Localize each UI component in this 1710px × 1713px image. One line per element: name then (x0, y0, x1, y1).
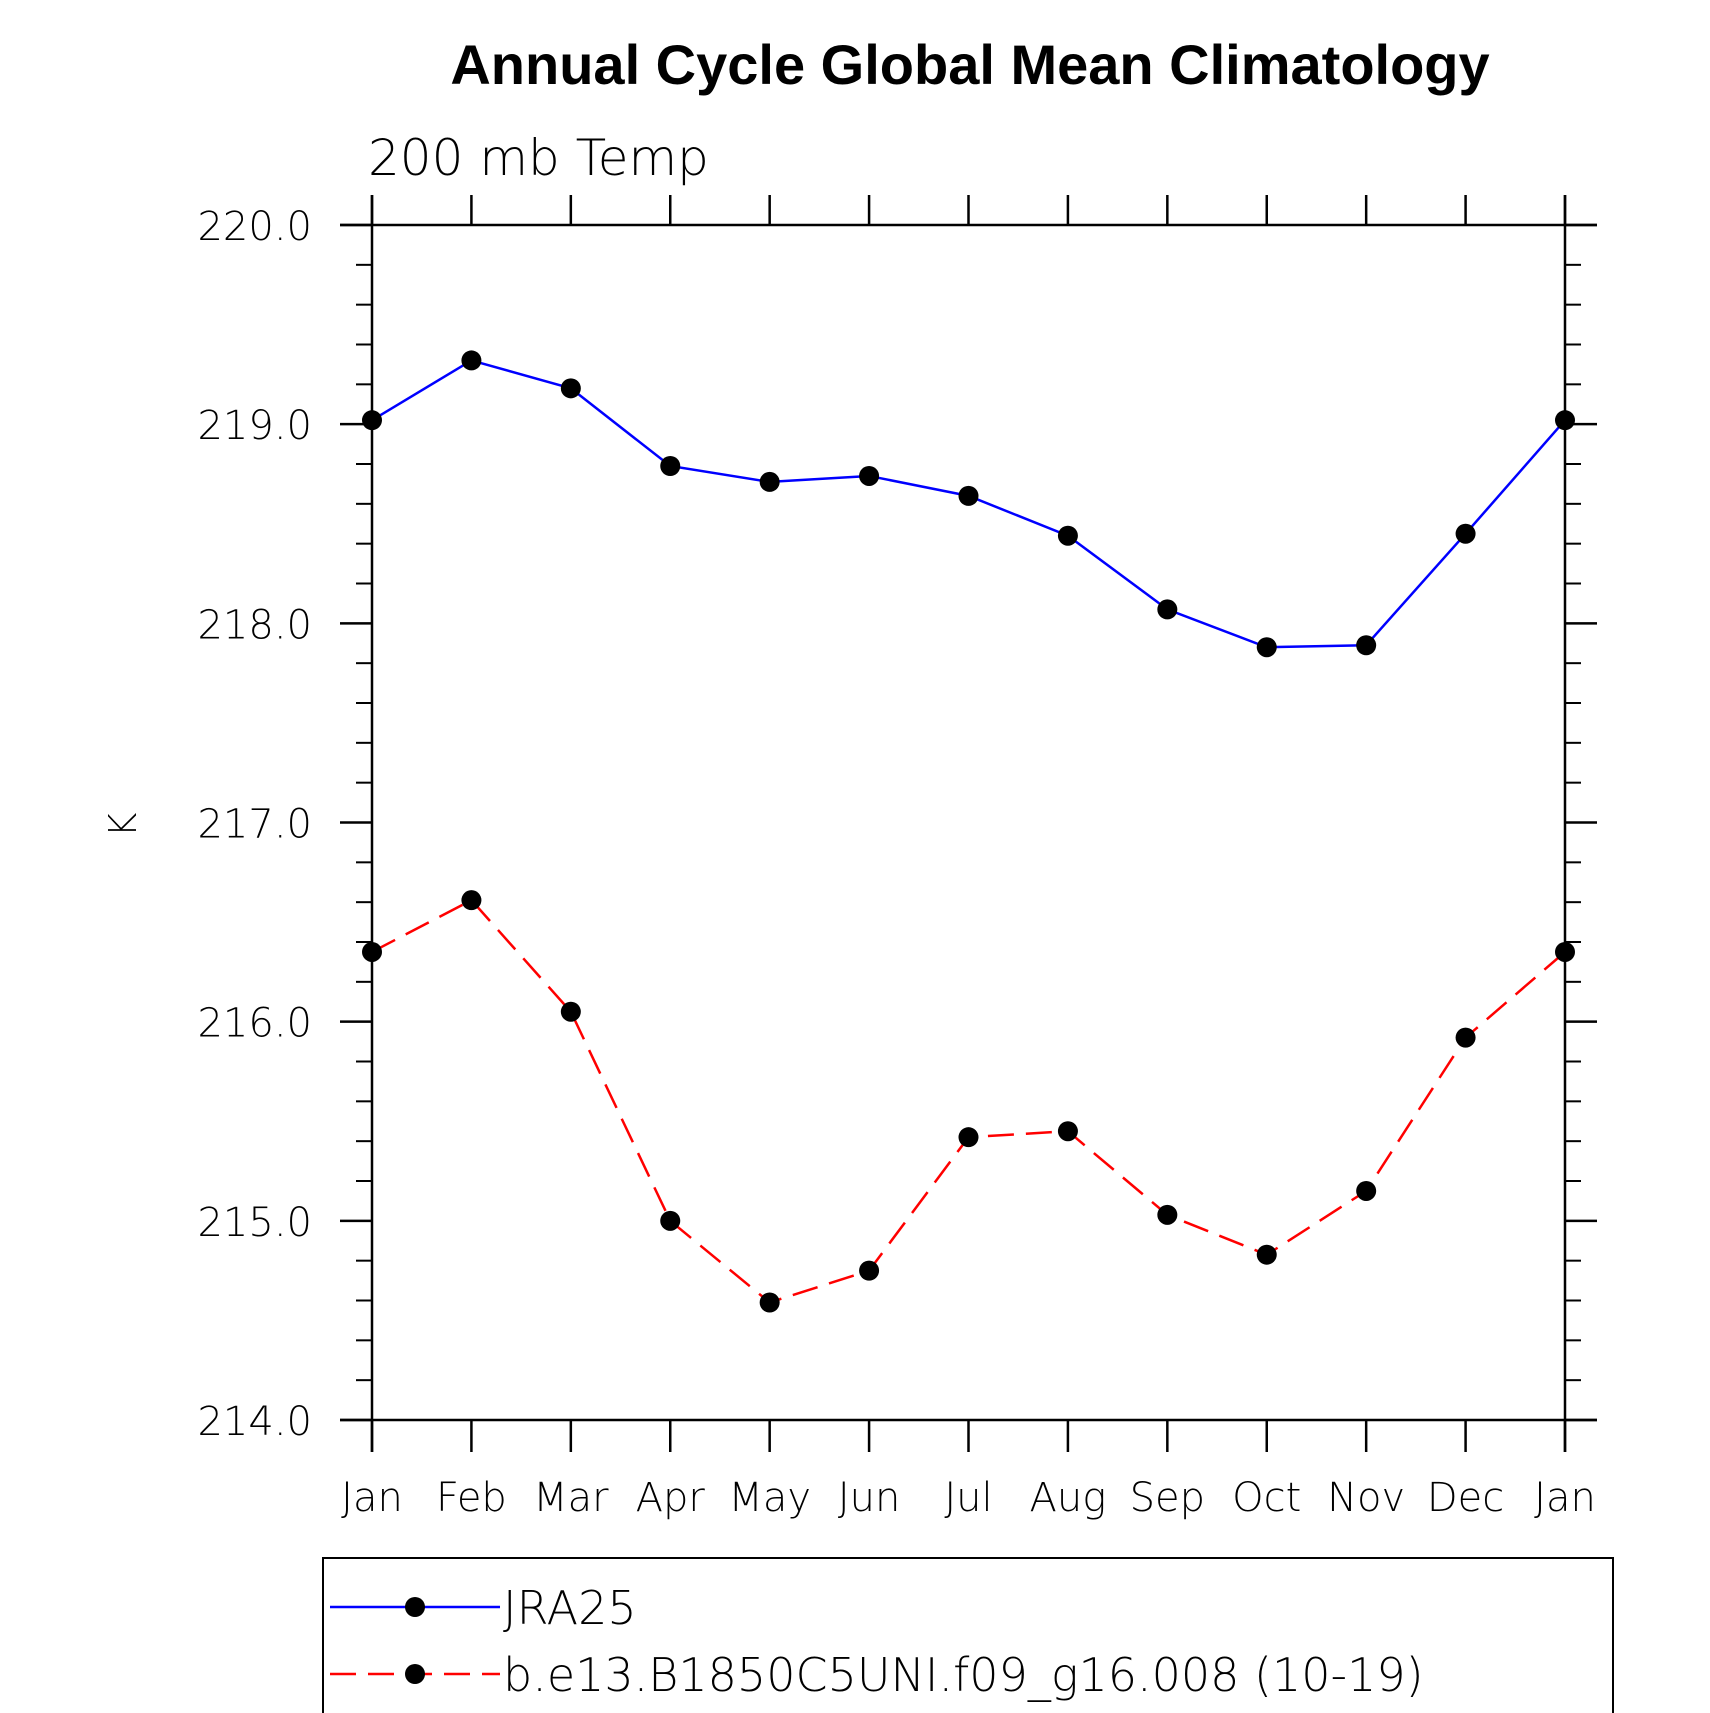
x-tick-label: Jul (944, 1475, 992, 1521)
data-point (1356, 1180, 1377, 1201)
data-point (660, 455, 681, 476)
y-tick-label: 218.0 (197, 602, 312, 648)
y-tick-label: 217.0 (197, 802, 312, 848)
chart-title: Annual Cycle Global Mean Climatology (450, 33, 1489, 96)
y-tick-label: 214.0 (197, 1399, 312, 1445)
y-tick-label: 216.0 (197, 1001, 312, 1047)
series-line (371, 898, 1566, 1304)
data-point (859, 1260, 880, 1281)
x-tick-label: Aug (1030, 1475, 1107, 1521)
y-tick-label: 215.0 (197, 1200, 312, 1246)
data-point (1157, 599, 1178, 620)
y-tick-label: 220.0 (197, 204, 312, 250)
x-tick-label: Feb (436, 1475, 507, 1521)
data-point (759, 1292, 780, 1313)
chart-subtitle: 200 mb Temp (368, 129, 709, 187)
x-tick-label: Sep (1130, 1475, 1205, 1521)
data-point (1555, 941, 1575, 962)
data-point (1057, 1121, 1078, 1142)
y-axis-ticks: 214.0 215.0 216.0 217.0 218.0 219.0 220.0 (197, 204, 1597, 1445)
data-point (1057, 525, 1078, 546)
data-point (958, 1127, 979, 1148)
data-point (1256, 1244, 1277, 1265)
data-point (759, 471, 780, 492)
legend-box (322, 1557, 1614, 1713)
data-point (362, 941, 382, 962)
data-point (1455, 1027, 1476, 1048)
x-tick-label: Dec (1427, 1475, 1504, 1521)
x-tick-label: Mar (533, 1475, 609, 1521)
data-point (1256, 637, 1277, 658)
legend-marker (405, 1597, 425, 1617)
plot-frame (340, 195, 1597, 1452)
series-markers (362, 350, 1575, 1313)
legend: JRA25 b.e13.B1850C5UNI.f09_g16.008 (10-19… (322, 1557, 1614, 1713)
data-point (1455, 523, 1476, 544)
data-point (560, 378, 581, 399)
data-point (1356, 635, 1377, 656)
data-point (461, 890, 482, 911)
x-axis-ticks: Jan Feb Mar Apr May Jun Jul Aug Sep Oct Nov Dec Jan (341, 195, 1596, 1521)
x-tick-label: Oct (1232, 1475, 1301, 1521)
x-tick-label: Jun (838, 1475, 901, 1521)
legend-label: b.e13.B1850C5UNI.f09_g16.008 (10-19) (503, 1648, 1424, 1702)
data-point (362, 410, 382, 431)
legend-marker (405, 1664, 425, 1684)
x-tick-label: Jan (341, 1475, 403, 1521)
data-point (560, 1001, 581, 1022)
legend-label: JRA25 (503, 1581, 637, 1635)
x-tick-label: May (728, 1475, 811, 1521)
y-axis-label: K (101, 812, 145, 837)
data-point (958, 485, 979, 506)
y-tick-label: 219.0 (197, 403, 312, 449)
x-tick-label: Nov (1327, 1475, 1405, 1521)
x-tick-label: Apr (636, 1475, 706, 1521)
data-point (461, 350, 482, 371)
x-tick-label: Jan (1534, 1475, 1596, 1521)
data-point (660, 1210, 681, 1231)
data-point (1555, 410, 1575, 431)
data-point (859, 465, 880, 486)
data-point (1157, 1204, 1178, 1225)
